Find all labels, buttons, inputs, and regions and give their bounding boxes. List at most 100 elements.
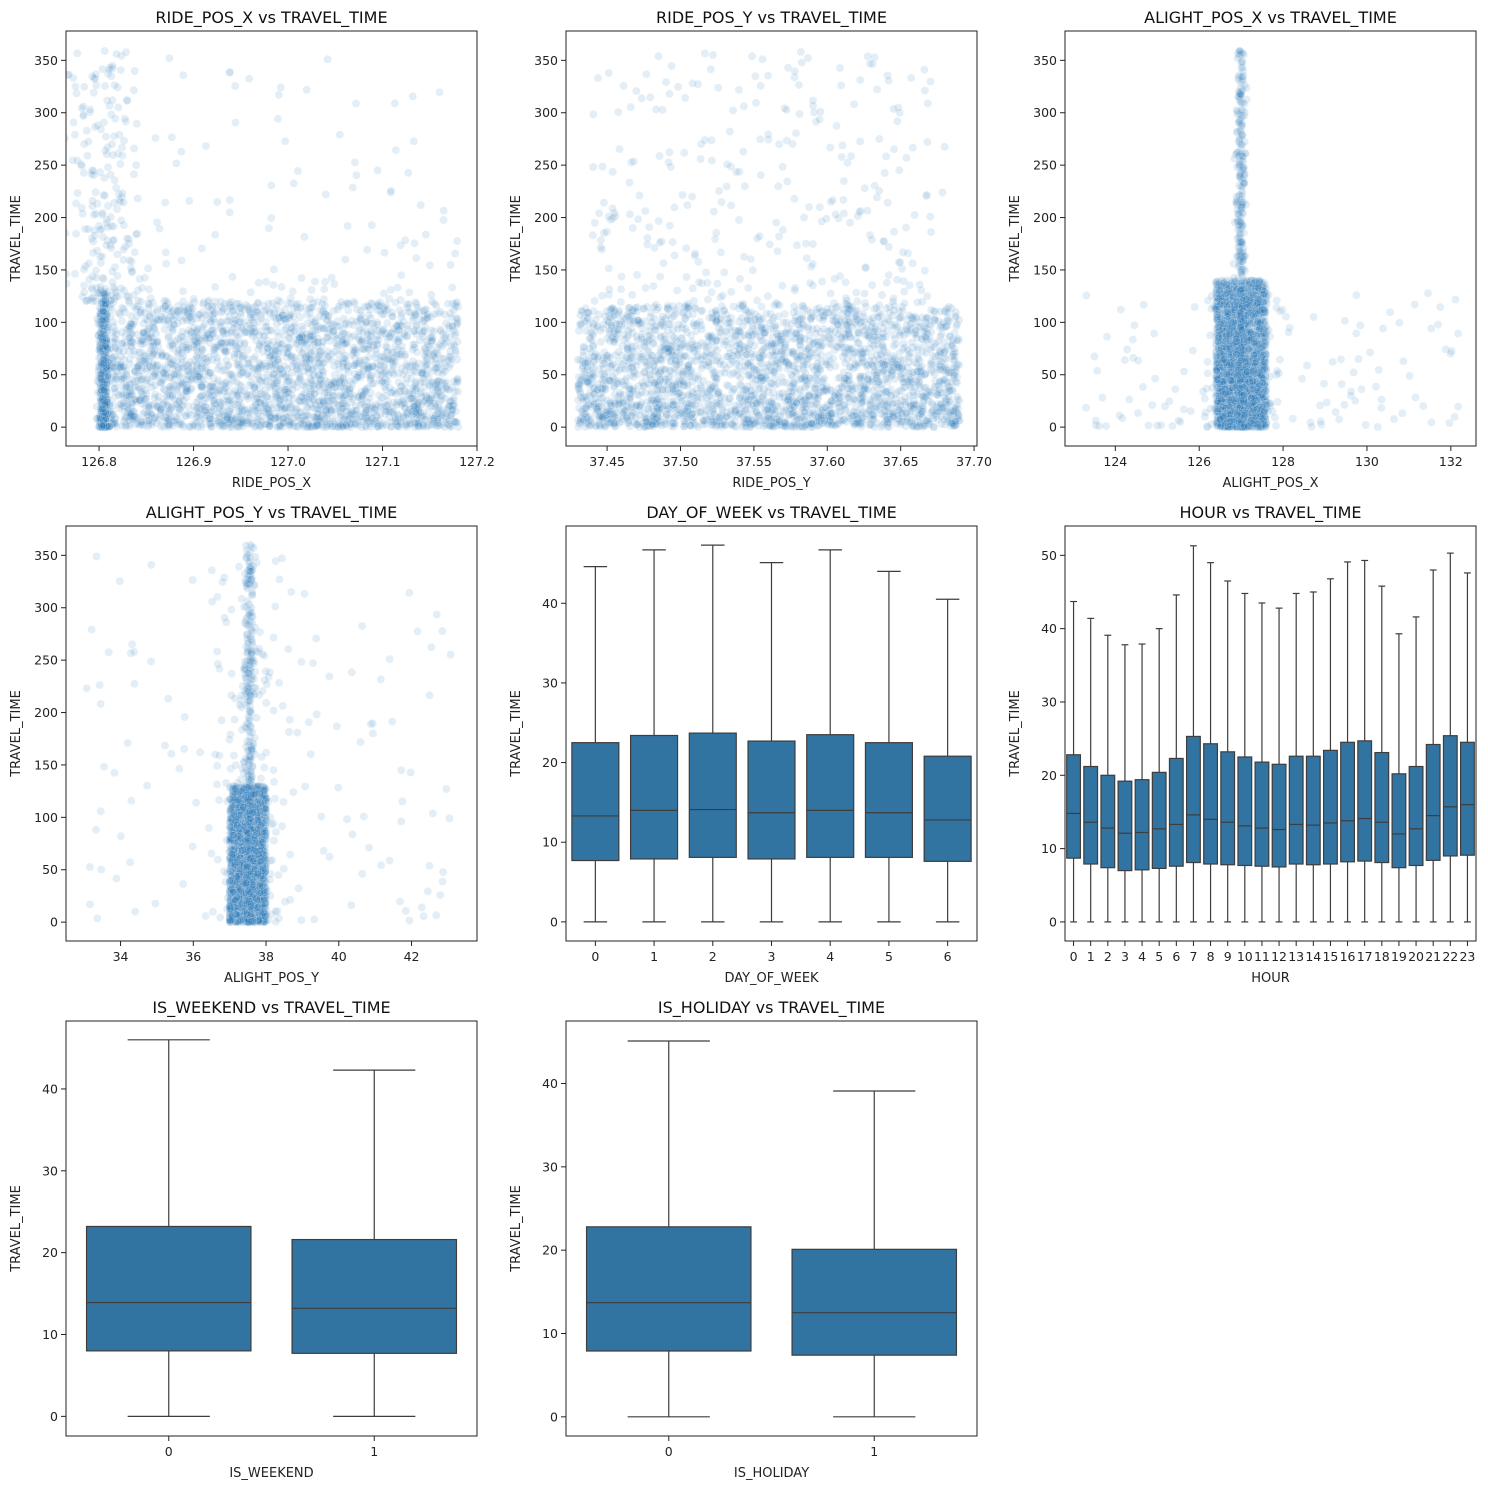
scatter-point-dense bbox=[190, 406, 200, 415]
scatter-point-dense bbox=[116, 362, 126, 371]
scatter-point-dense bbox=[146, 409, 156, 418]
scatter-point-dense bbox=[234, 389, 244, 399]
scatter-point-dense bbox=[273, 421, 283, 431]
scatter-point-dense bbox=[278, 310, 287, 320]
scatter-point-dense bbox=[230, 419, 240, 429]
scatter-point-dense bbox=[213, 378, 222, 388]
scatter-point-sparse bbox=[305, 294, 315, 304]
scatter-point-dense bbox=[200, 393, 210, 403]
x-tick-label: 127.1 bbox=[365, 454, 401, 469]
scatter-point-sparse bbox=[231, 118, 240, 127]
scatter-point-dense bbox=[218, 326, 228, 335]
scatter-point-dense bbox=[149, 338, 159, 348]
scatter-point-dense bbox=[243, 345, 252, 354]
scatter-point-dense bbox=[216, 321, 226, 331]
scatter-point-dense bbox=[406, 394, 415, 403]
scatter-point-sparse bbox=[109, 131, 119, 141]
scatter-point-dense bbox=[193, 324, 203, 334]
scatter-point-dense bbox=[388, 348, 397, 358]
scatter-point-sparse bbox=[66, 134, 70, 143]
scatter-point-sparse bbox=[126, 263, 136, 273]
scatter-point-dense bbox=[409, 418, 418, 427]
scatter-point-dense bbox=[276, 308, 285, 317]
scatter-point-dense bbox=[263, 339, 272, 349]
scatter-point-dense bbox=[373, 422, 383, 431]
scatter-point-dense bbox=[333, 305, 343, 314]
scatter-point-dense bbox=[205, 419, 215, 428]
scatter-point-dense bbox=[372, 410, 381, 420]
scatter-point-sparse bbox=[134, 296, 143, 306]
scatter-point-dense bbox=[366, 298, 376, 308]
scatter-point-dense bbox=[236, 302, 245, 311]
scatter-point-dense bbox=[339, 419, 348, 428]
scatter-point-dense bbox=[282, 379, 291, 388]
scatter-point-dense bbox=[285, 418, 295, 427]
scatter-point-dense bbox=[306, 422, 315, 431]
scatter-point-dense bbox=[272, 378, 281, 387]
scatter-point-dense bbox=[444, 385, 454, 395]
scatter-point-dense bbox=[344, 306, 353, 315]
scatter-point-dense bbox=[306, 332, 315, 342]
scatter-point-dense bbox=[408, 356, 418, 366]
scatter-point-dense bbox=[366, 331, 375, 341]
scatter-point-dense bbox=[298, 348, 307, 358]
scatter-point-sparse bbox=[426, 290, 436, 300]
scatter-point-dense bbox=[412, 320, 421, 330]
scatter-point-dense bbox=[192, 366, 202, 375]
scatter-point-sparse bbox=[225, 67, 235, 77]
scatter-point-dense bbox=[224, 396, 234, 405]
scatter-point-dense bbox=[350, 299, 360, 308]
scatter-point-dense bbox=[363, 329, 373, 339]
scatter-point-dense bbox=[427, 326, 436, 335]
scatter-point-dense bbox=[429, 366, 439, 376]
scatter-point-sparse bbox=[273, 296, 283, 305]
scatter-point-dense bbox=[136, 396, 145, 405]
scatter-point-sparse bbox=[109, 235, 118, 245]
scatter-point-dense bbox=[263, 336, 273, 346]
scatter-point-dense bbox=[425, 394, 434, 404]
scatter-point-dense bbox=[406, 394, 416, 403]
scatter-point-dense bbox=[230, 338, 240, 348]
scatter-point-sparse bbox=[421, 230, 431, 239]
scatter-point-dense bbox=[433, 309, 443, 318]
scatter-point-dense bbox=[219, 403, 229, 413]
scatter-point-sparse bbox=[167, 133, 177, 142]
scatter-point-dense bbox=[315, 413, 325, 423]
scatter-point-dense bbox=[136, 354, 145, 364]
scatter-point-sparse bbox=[71, 82, 80, 91]
scatter-point-sparse bbox=[210, 230, 220, 240]
scatter-point-dense bbox=[235, 394, 244, 404]
scatter-point-sparse bbox=[348, 183, 358, 192]
scatter-point-dense bbox=[366, 388, 376, 398]
scatter-point-dense bbox=[421, 359, 431, 369]
scatter-point-dense bbox=[265, 421, 275, 431]
scatter-point-sparse bbox=[91, 273, 101, 283]
scatter-point-sparse bbox=[121, 47, 131, 57]
scatter-point-dense bbox=[264, 362, 274, 371]
scatter-point-dense bbox=[213, 364, 223, 374]
scatter-point-dense bbox=[364, 310, 374, 320]
scatter-point-dense bbox=[416, 387, 426, 397]
scatter-point-sparse bbox=[123, 96, 132, 106]
scatter-point-dense bbox=[342, 403, 351, 412]
scatter-point-dense bbox=[338, 339, 348, 349]
scatter-point-dense bbox=[386, 388, 396, 397]
scatter-point-dense bbox=[330, 396, 339, 405]
scatter-point-dense bbox=[453, 422, 463, 432]
scatter-point-dense bbox=[357, 335, 367, 345]
scatter-point-dense bbox=[194, 331, 203, 341]
scatter-point-dense bbox=[344, 367, 353, 377]
scatter-point-dense bbox=[329, 419, 338, 429]
scatter-point-dense bbox=[135, 361, 144, 370]
scatter-point-dense bbox=[275, 421, 285, 430]
scatter-point-sparse bbox=[109, 222, 118, 231]
scatter-point-dense bbox=[323, 385, 333, 394]
scatter-point-dense bbox=[225, 370, 234, 379]
scatter-point-dense bbox=[205, 309, 214, 318]
scatter-point-dense bbox=[207, 386, 217, 395]
scatter-point-dense bbox=[294, 336, 303, 346]
scatter-point-dense bbox=[330, 381, 340, 391]
scatter-point-dense bbox=[388, 357, 398, 366]
scatter-point-dense bbox=[347, 419, 356, 428]
scatter-point-dense bbox=[209, 383, 219, 392]
